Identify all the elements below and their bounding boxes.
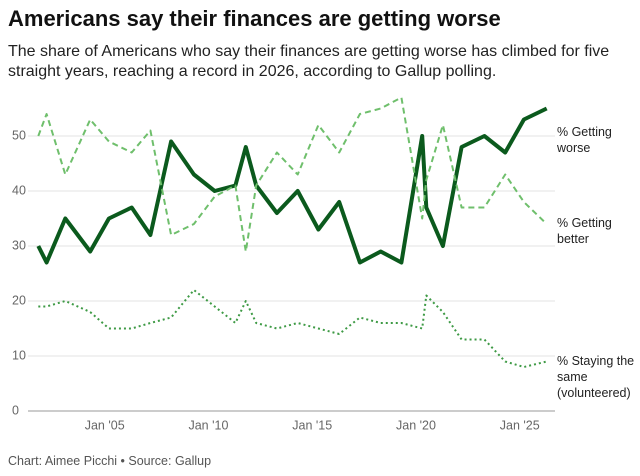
- y-tick-label: 20: [12, 293, 26, 307]
- series-line: [38, 289, 547, 368]
- chart-subtitle: The share of Americans who say their fin…: [8, 43, 610, 80]
- series-line: [37, 96, 548, 253]
- y-tick-label: 30: [12, 238, 26, 252]
- x-tick-label: Jan '25: [500, 418, 540, 432]
- y-tick-label: 0: [12, 403, 19, 417]
- series-line: [36, 106, 548, 265]
- y-tick-label: 10: [12, 348, 26, 362]
- source-note: Chart: Aimee Picchi • Source: Gallup: [8, 454, 212, 468]
- x-tick-label: Jan '10: [188, 418, 228, 432]
- x-tick-label: Jan '15: [292, 418, 332, 432]
- series-label: % Staying the same (volunteered): [557, 354, 635, 400]
- series-label: % Getting better: [557, 216, 612, 246]
- y-tick-label: 50: [12, 128, 26, 142]
- x-tick-label: Jan '20: [396, 418, 436, 432]
- x-tick-label: Jan '05: [85, 418, 125, 432]
- series-label: % Getting worse: [557, 125, 612, 155]
- y-tick-label: 40: [12, 183, 26, 197]
- chart-title: Americans say their finances are getting…: [8, 6, 501, 31]
